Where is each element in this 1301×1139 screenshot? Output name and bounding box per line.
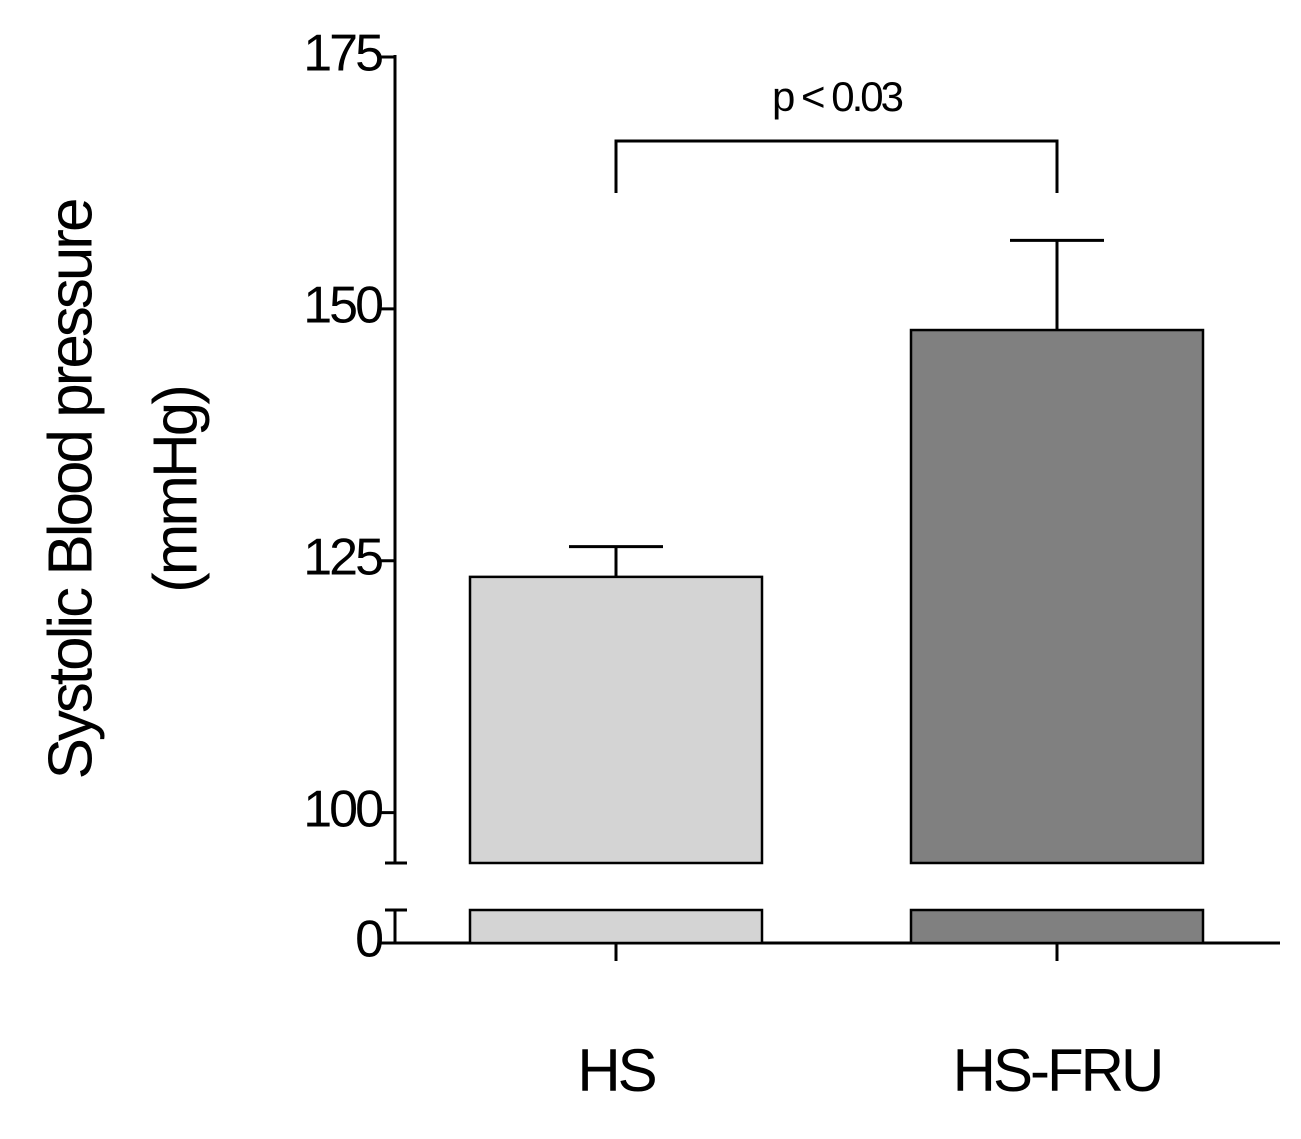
bar-base <box>468 908 764 945</box>
significance-bracket <box>614 139 1059 193</box>
y-tick-label: 100 <box>303 780 382 838</box>
y-tick-label: 150 <box>303 277 382 335</box>
bar <box>468 575 764 865</box>
y-tick-label: 0 <box>355 911 382 969</box>
y-axis-title-line: Systolic Blood pressure <box>36 200 105 779</box>
x-tick-label: HS-FRU <box>953 1037 1162 1104</box>
y-axis-title: Systolic Blood pressure (mmHg) <box>36 200 210 779</box>
y-tick-label: 175 <box>303 25 382 83</box>
bar <box>909 328 1205 865</box>
annotation: p < 0.03 <box>772 73 903 120</box>
y-tick-label: 125 <box>303 528 382 586</box>
y-axis-title-line: (mmHg) <box>141 387 210 593</box>
x-tick-label: HS <box>577 1037 655 1104</box>
bar-base <box>909 908 1205 945</box>
